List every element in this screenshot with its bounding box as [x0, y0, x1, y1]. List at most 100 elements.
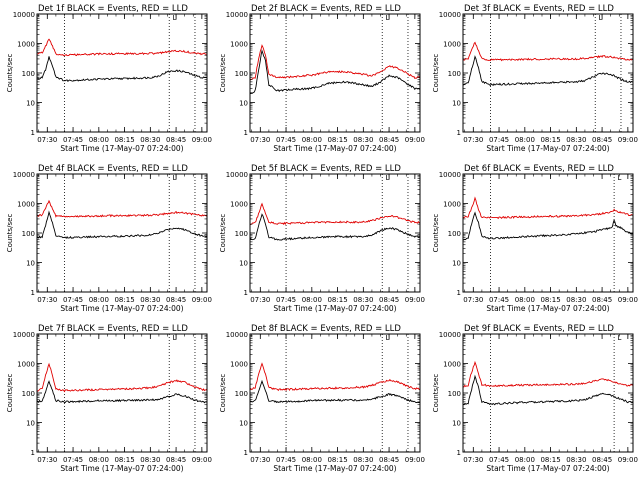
x-tick-label: 08:30	[140, 136, 160, 144]
y-tick-label: 10000	[226, 331, 248, 339]
y-tick-label: 10	[452, 260, 461, 268]
marker-label: L	[386, 174, 390, 182]
y-tick-label: 1	[457, 129, 461, 137]
panel-title: Det 9f BLACK = Events, RED = LLD	[464, 324, 614, 334]
y-tick-label: 1	[31, 449, 35, 457]
x-tick-label: 08:00	[302, 296, 322, 304]
x-tick-label: 09:00	[405, 456, 425, 464]
x-axis-label: Start Time (17-May-07 07:24:00)	[486, 144, 609, 153]
x-tick-label: 07:45	[63, 456, 83, 464]
x-tick-label: 07:45	[276, 136, 296, 144]
marker-label: L	[618, 174, 622, 182]
y-tick-label: 10000	[439, 331, 461, 339]
marker-label: L	[618, 334, 622, 342]
y-tick-label: 100	[448, 70, 461, 78]
events-series-line	[36, 56, 208, 83]
x-axis-label: Start Time (17-May-07 07:24:00)	[273, 304, 396, 313]
x-tick-label: 08:45	[379, 136, 399, 144]
y-tick-label: 10000	[439, 11, 461, 19]
marker-label: L	[173, 14, 177, 22]
x-axis-label: Start Time (17-May-07 07:24:00)	[273, 464, 396, 473]
plot-frame	[36, 173, 208, 293]
y-tick-label: 1000	[443, 41, 461, 49]
detector-panel-6: Det 6f BLACK = Events, RED = LLD L 1 10 100 1…	[432, 164, 638, 313]
y-axis-label: Counts/sec	[432, 374, 440, 413]
y-tick-label: 10	[26, 420, 35, 428]
x-tick-label: 08:00	[515, 456, 535, 464]
x-tick-label: 08:15	[540, 296, 560, 304]
y-tick-label: 100	[448, 390, 461, 398]
x-tick-label: 08:00	[302, 136, 322, 144]
x-tick-label: 08:15	[327, 456, 347, 464]
y-tick-label: 100	[235, 70, 248, 78]
panel-title: Det 4f BLACK = Events, RED = LLD	[38, 164, 188, 174]
x-tick-label: 08:30	[140, 296, 160, 304]
x-axis-label: Start Time (17-May-07 07:24:00)	[60, 464, 183, 473]
lld-series-line	[462, 196, 634, 220]
x-tick-label: 07:30	[250, 456, 270, 464]
x-tick-label: 08:00	[89, 296, 109, 304]
y-tick-label: 1	[31, 129, 35, 137]
x-tick-label: 08:45	[379, 456, 399, 464]
events-series-line	[462, 374, 634, 406]
x-tick-label: 07:45	[63, 296, 83, 304]
events-series-line	[462, 211, 634, 241]
y-axis-label: Counts/sec	[219, 214, 227, 253]
x-tick-label: 08:00	[89, 136, 109, 144]
plot-frame	[462, 333, 634, 453]
lld-series-line	[36, 199, 208, 218]
x-tick-label: 07:45	[276, 456, 296, 464]
plot-frame	[249, 13, 421, 133]
x-tick-label: 08:30	[566, 456, 586, 464]
x-tick-label: 08:30	[566, 296, 586, 304]
events-series-line	[249, 49, 421, 95]
lld-series-line	[463, 360, 634, 388]
x-tick-label: 07:30	[37, 296, 57, 304]
marker-label: L	[386, 14, 390, 22]
y-tick-label: 100	[448, 230, 461, 238]
x-tick-label: 07:30	[463, 296, 483, 304]
events-series-line	[36, 210, 208, 239]
y-tick-label: 1	[244, 289, 248, 297]
x-tick-label: 08:45	[166, 456, 186, 464]
x-tick-label: 07:45	[63, 136, 83, 144]
x-tick-label: 08:15	[540, 136, 560, 144]
x-tick-label: 08:15	[327, 136, 347, 144]
lld-series-line	[249, 362, 421, 392]
y-tick-label: 1000	[17, 41, 35, 49]
events-series-line	[462, 55, 634, 87]
marker-label: L	[386, 334, 390, 342]
x-tick-label: 09:00	[618, 456, 638, 464]
y-tick-label: 10	[26, 100, 35, 108]
y-tick-label: 1000	[17, 201, 35, 209]
detector-panel-9: Det 9f BLACK = Events, RED = LLD L 1 10 100 1…	[432, 324, 638, 473]
plot-frame	[462, 13, 634, 133]
x-tick-label: 07:30	[250, 136, 270, 144]
x-tick-label: 08:45	[379, 296, 399, 304]
x-tick-label: 07:45	[276, 296, 296, 304]
x-tick-label: 08:15	[114, 296, 134, 304]
x-tick-label: 08:15	[114, 136, 134, 144]
y-tick-label: 1000	[230, 41, 248, 49]
marker-label: L	[173, 174, 177, 182]
y-tick-label: 10	[452, 100, 461, 108]
y-tick-label: 10000	[439, 171, 461, 179]
events-series-line	[36, 380, 208, 404]
y-axis-label: Counts/sec	[432, 54, 440, 93]
y-tick-label: 100	[22, 230, 35, 238]
marker-label: L	[599, 14, 603, 22]
x-tick-label: 07:30	[463, 136, 483, 144]
x-tick-label: 08:30	[353, 136, 373, 144]
x-tick-label: 09:00	[192, 456, 212, 464]
events-series-line	[249, 379, 421, 404]
x-tick-label: 09:00	[192, 296, 212, 304]
x-tick-label: 08:00	[302, 456, 322, 464]
y-axis-label: Counts/sec	[6, 374, 14, 413]
x-tick-label: 09:00	[618, 296, 638, 304]
y-axis-label: Counts/sec	[219, 374, 227, 413]
